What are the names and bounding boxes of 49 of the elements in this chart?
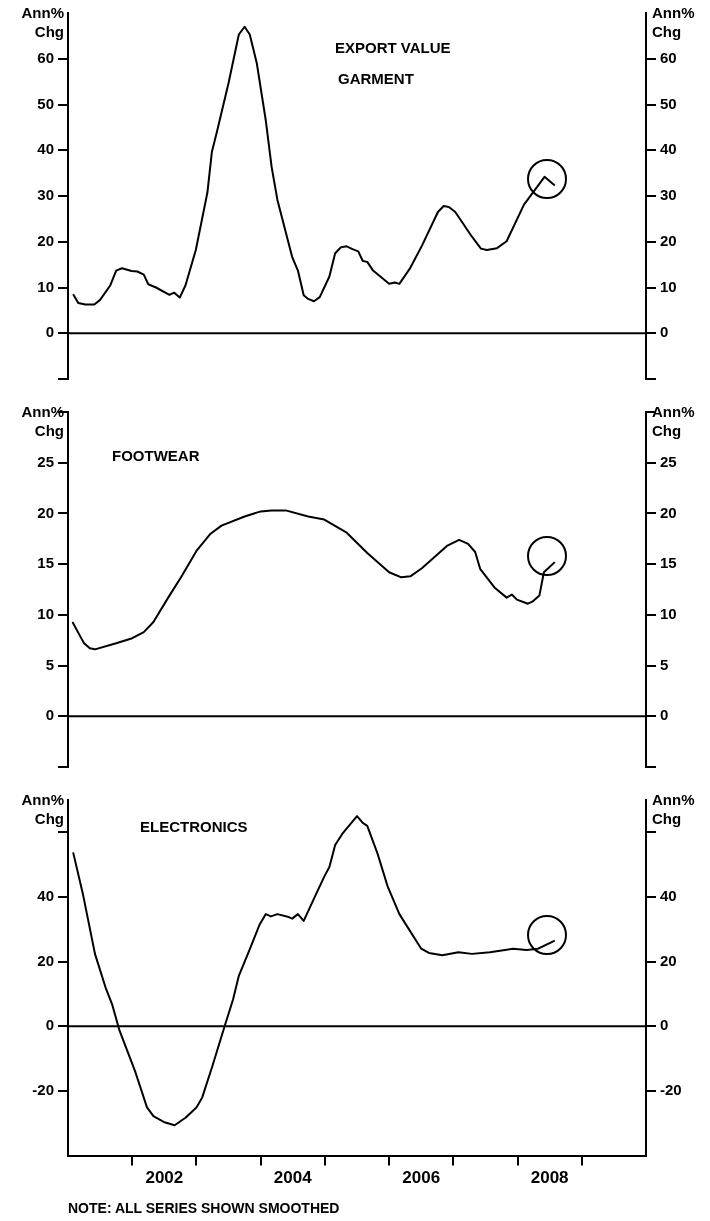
y-tick-label: -20: [32, 1081, 54, 1099]
x-tick-label: 2004: [273, 1168, 313, 1188]
y2-tick-label: 60: [660, 48, 677, 66]
y2-tick-label: 20: [660, 231, 677, 249]
y2-tick-label: 5: [660, 655, 669, 673]
y2-tick-label: 40: [660, 140, 677, 158]
y-tick-label: 30: [37, 186, 54, 204]
y-tick-label: 50: [37, 94, 54, 112]
y2-axis-title: Ann% Chg: [652, 403, 695, 440]
y2-tick-label: 0: [660, 323, 669, 341]
y2-tick-label: 15: [660, 554, 677, 572]
y2-tick-label: 25: [660, 452, 677, 470]
y2-tick-label: 20: [660, 503, 677, 521]
y-tick-label: 20: [37, 231, 54, 249]
y-tick-label: 25: [37, 452, 54, 470]
x-tick-label: 2002: [145, 1168, 184, 1188]
y-tick-label: 0: [45, 706, 54, 724]
y2-tick-label: 0: [660, 1016, 669, 1034]
text: GARMENT: [338, 70, 414, 88]
x-tick-label: 2006: [402, 1168, 441, 1188]
y2-tick-label: 20: [660, 951, 677, 969]
y-axis-title: Ann% Chg: [21, 4, 64, 41]
y2-tick-label: 50: [660, 94, 677, 112]
y2-tick-label: 0: [660, 706, 669, 724]
y2-tick-label: 10: [660, 277, 677, 295]
y-tick-label: 10: [37, 605, 54, 622]
y2-tick-label: 10: [660, 605, 677, 622]
y-tick-label: 15: [37, 554, 54, 572]
y2-tick-label: 40: [660, 887, 677, 905]
y-tick-label: 10: [37, 277, 54, 295]
y-tick-label: 40: [37, 887, 54, 905]
text: FOOTWEAR: [112, 447, 200, 465]
y-tick-label: 60: [37, 48, 54, 66]
y2-tick-label: -20: [660, 1081, 682, 1099]
y-tick-label: 0: [45, 323, 54, 341]
text: NOTE: ALL SERIES SHOWN SMOOTHED: [68, 1200, 341, 1216]
y-tick-label: 5: [45, 655, 54, 673]
y-tick-label: 20: [37, 951, 54, 969]
text: EXPORT VALUE: [335, 39, 451, 57]
y-tick-label: 0: [45, 1016, 54, 1034]
y2-tick-label: 30: [660, 186, 677, 204]
y2-axis-title: Ann% Chg: [652, 791, 695, 828]
y-axis-title: Ann% Chg: [21, 791, 64, 828]
y-axis-title: Ann% Chg: [21, 403, 64, 440]
y2-axis-title: Ann% Chg: [652, 4, 695, 41]
text: ELECTRONICS: [140, 818, 248, 836]
y-tick-label: 20: [37, 503, 54, 521]
y-tick-label: 40: [37, 140, 54, 158]
x-tick-label: 2008: [530, 1168, 569, 1188]
